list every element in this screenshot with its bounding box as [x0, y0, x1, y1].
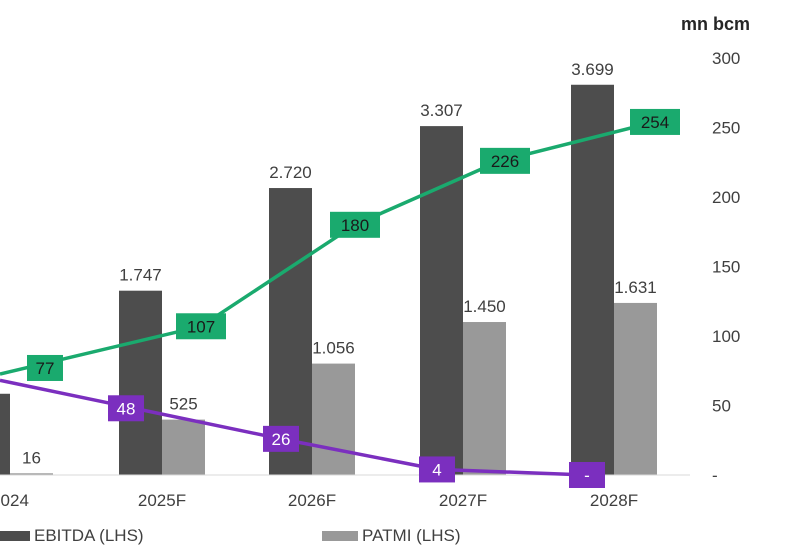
bar-patmi — [614, 302, 657, 475]
bar-label-patmi: 16 — [22, 448, 41, 467]
right-axis-tick-label: 250 — [712, 119, 740, 138]
right-axis-tick-label: 100 — [712, 327, 740, 346]
bar-label-patmi: 1.056 — [312, 339, 355, 358]
bar-label-ebitda: 2.720 — [269, 163, 312, 182]
legend-item-ebitda: EBITDA (LHS) — [0, 525, 144, 547]
legend-swatch-ebitda — [0, 531, 30, 541]
bar-label-patmi: 1.631 — [614, 278, 657, 297]
line-label-purple: 48 — [117, 399, 136, 418]
x-tick-label: 2027F — [439, 491, 487, 510]
line-label-green: 180 — [341, 216, 369, 235]
x-tick-label: 2024 — [0, 491, 29, 510]
bar-label-ebitda: 3.699 — [571, 60, 614, 79]
bar-patmi — [463, 322, 506, 475]
x-tick-label: 2025F — [138, 491, 186, 510]
legend-swatch-patmi — [322, 531, 358, 541]
bar-ebitda — [119, 290, 162, 475]
right-axis-tick-label: 150 — [712, 258, 740, 277]
line-label-green: 77 — [36, 359, 55, 378]
line-label-box-purple — [263, 425, 299, 452]
x-tick-label: 2026F — [288, 491, 336, 510]
line-label-purple: 4 — [432, 460, 441, 479]
bar-label-patmi: 1.450 — [463, 297, 506, 316]
bar-ebitda — [420, 126, 463, 475]
line-label-box-purple — [419, 456, 455, 483]
right-axis-tick-label: 50 — [712, 397, 731, 416]
bar-patmi — [162, 419, 205, 475]
line-label-box-green — [27, 354, 63, 381]
right-axis-tick-label: - — [712, 466, 718, 485]
line-label-green: 107 — [187, 317, 215, 336]
right-axis-tick-label: 200 — [712, 188, 740, 207]
line-label-box-green — [480, 147, 530, 174]
right-axis-unit-label: mn bcm — [681, 14, 750, 34]
bar-ebitda — [571, 84, 614, 476]
line-label-purple: - — [584, 466, 590, 485]
line-label-box-green — [630, 108, 680, 135]
legend-item-patmi: PATMI (LHS) — [322, 525, 461, 547]
legend-label-ebitda: EBITDA (LHS) — [34, 526, 144, 545]
line-label-box-green — [330, 211, 380, 238]
line-label-box-purple — [569, 462, 605, 488]
line-label-purple: 26 — [272, 430, 291, 449]
bar-label-ebitda: 1.747 — [119, 266, 162, 285]
x-tick-label: 2028F — [590, 491, 638, 510]
bar-label-patmi: 525 — [169, 395, 197, 414]
line-series-green — [0, 120, 656, 376]
bar-label-ebitda: 3.307 — [420, 101, 463, 120]
line-label-green: 254 — [641, 113, 669, 132]
bar-patmi — [312, 363, 355, 475]
line-label-green: 226 — [491, 152, 519, 171]
bar-patmi — [10, 473, 53, 475]
legend-label-patmi: PATMI (LHS) — [362, 526, 461, 545]
line-label-box-green — [176, 313, 226, 340]
bar-ebitda — [0, 393, 10, 475]
line-label-box-purple — [108, 395, 144, 422]
right-axis-tick-label: 300 — [712, 49, 740, 68]
